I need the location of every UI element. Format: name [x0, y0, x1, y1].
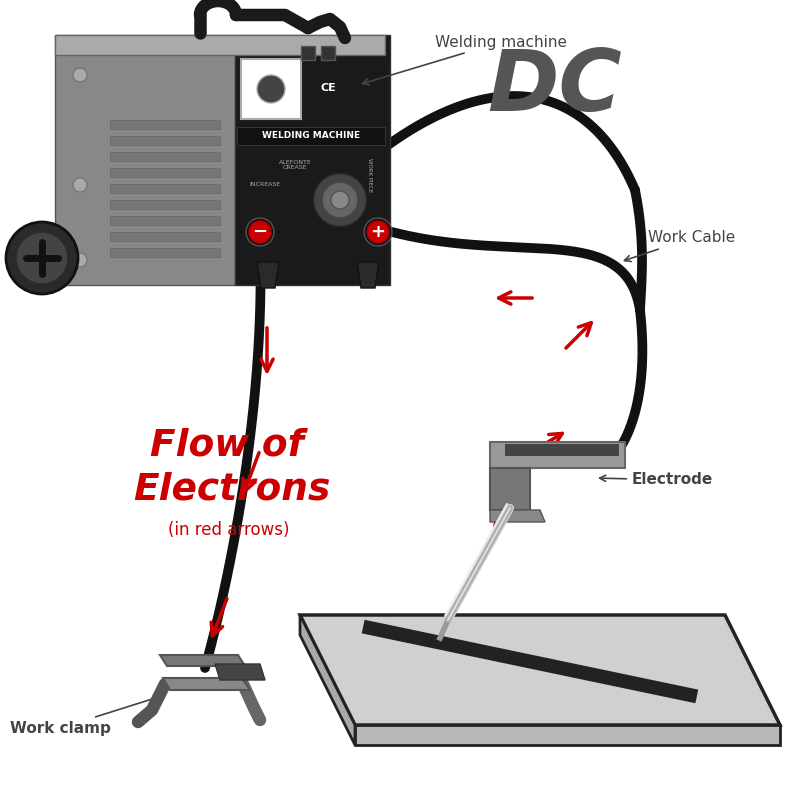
Polygon shape: [55, 35, 385, 55]
Circle shape: [16, 232, 68, 284]
Circle shape: [246, 218, 274, 246]
Polygon shape: [300, 615, 780, 725]
FancyBboxPatch shape: [241, 59, 301, 119]
Circle shape: [73, 68, 87, 82]
Circle shape: [314, 174, 366, 226]
Circle shape: [364, 218, 392, 246]
Text: CE: CE: [320, 83, 336, 93]
Polygon shape: [257, 262, 279, 288]
FancyBboxPatch shape: [237, 127, 385, 145]
Text: Work clamp: Work clamp: [10, 694, 163, 735]
Text: +: +: [370, 223, 386, 241]
Polygon shape: [110, 216, 220, 225]
Text: WORK PIECE: WORK PIECE: [367, 158, 373, 192]
Polygon shape: [490, 510, 545, 522]
Circle shape: [6, 222, 78, 294]
Circle shape: [322, 182, 358, 218]
Text: (in red arrows): (in red arrows): [168, 521, 290, 539]
Circle shape: [331, 191, 349, 209]
Polygon shape: [110, 248, 220, 257]
Circle shape: [257, 75, 285, 103]
Polygon shape: [160, 655, 245, 666]
Circle shape: [73, 253, 87, 267]
Text: DC: DC: [488, 46, 622, 130]
Polygon shape: [490, 442, 625, 468]
Text: −: −: [253, 223, 267, 241]
Polygon shape: [215, 664, 265, 680]
Polygon shape: [110, 168, 220, 177]
Polygon shape: [300, 615, 355, 745]
Polygon shape: [110, 152, 220, 161]
Circle shape: [249, 221, 271, 243]
FancyBboxPatch shape: [321, 46, 335, 60]
Polygon shape: [163, 678, 250, 690]
Text: INCREASE: INCREASE: [250, 182, 281, 187]
Polygon shape: [110, 184, 220, 193]
Polygon shape: [235, 35, 390, 285]
FancyBboxPatch shape: [301, 46, 315, 60]
Text: WELDING MACHINE: WELDING MACHINE: [262, 131, 360, 141]
Text: Work Cable: Work Cable: [625, 230, 735, 262]
Text: Welding machine: Welding machine: [362, 34, 567, 85]
Text: Electrons: Electrons: [133, 472, 330, 508]
Text: ALEFONTE
CREASE: ALEFONTE CREASE: [278, 160, 311, 170]
Polygon shape: [355, 725, 780, 745]
Polygon shape: [55, 35, 235, 285]
Polygon shape: [505, 444, 618, 455]
Text: Work: Work: [670, 661, 730, 675]
Circle shape: [73, 178, 87, 192]
Polygon shape: [110, 232, 220, 241]
Polygon shape: [110, 120, 220, 129]
Polygon shape: [110, 136, 220, 145]
Polygon shape: [110, 200, 220, 209]
Text: Flow of: Flow of: [150, 427, 304, 463]
Polygon shape: [490, 468, 530, 510]
Text: Electrode: Electrode: [600, 473, 714, 487]
Polygon shape: [357, 262, 379, 288]
Circle shape: [367, 221, 389, 243]
